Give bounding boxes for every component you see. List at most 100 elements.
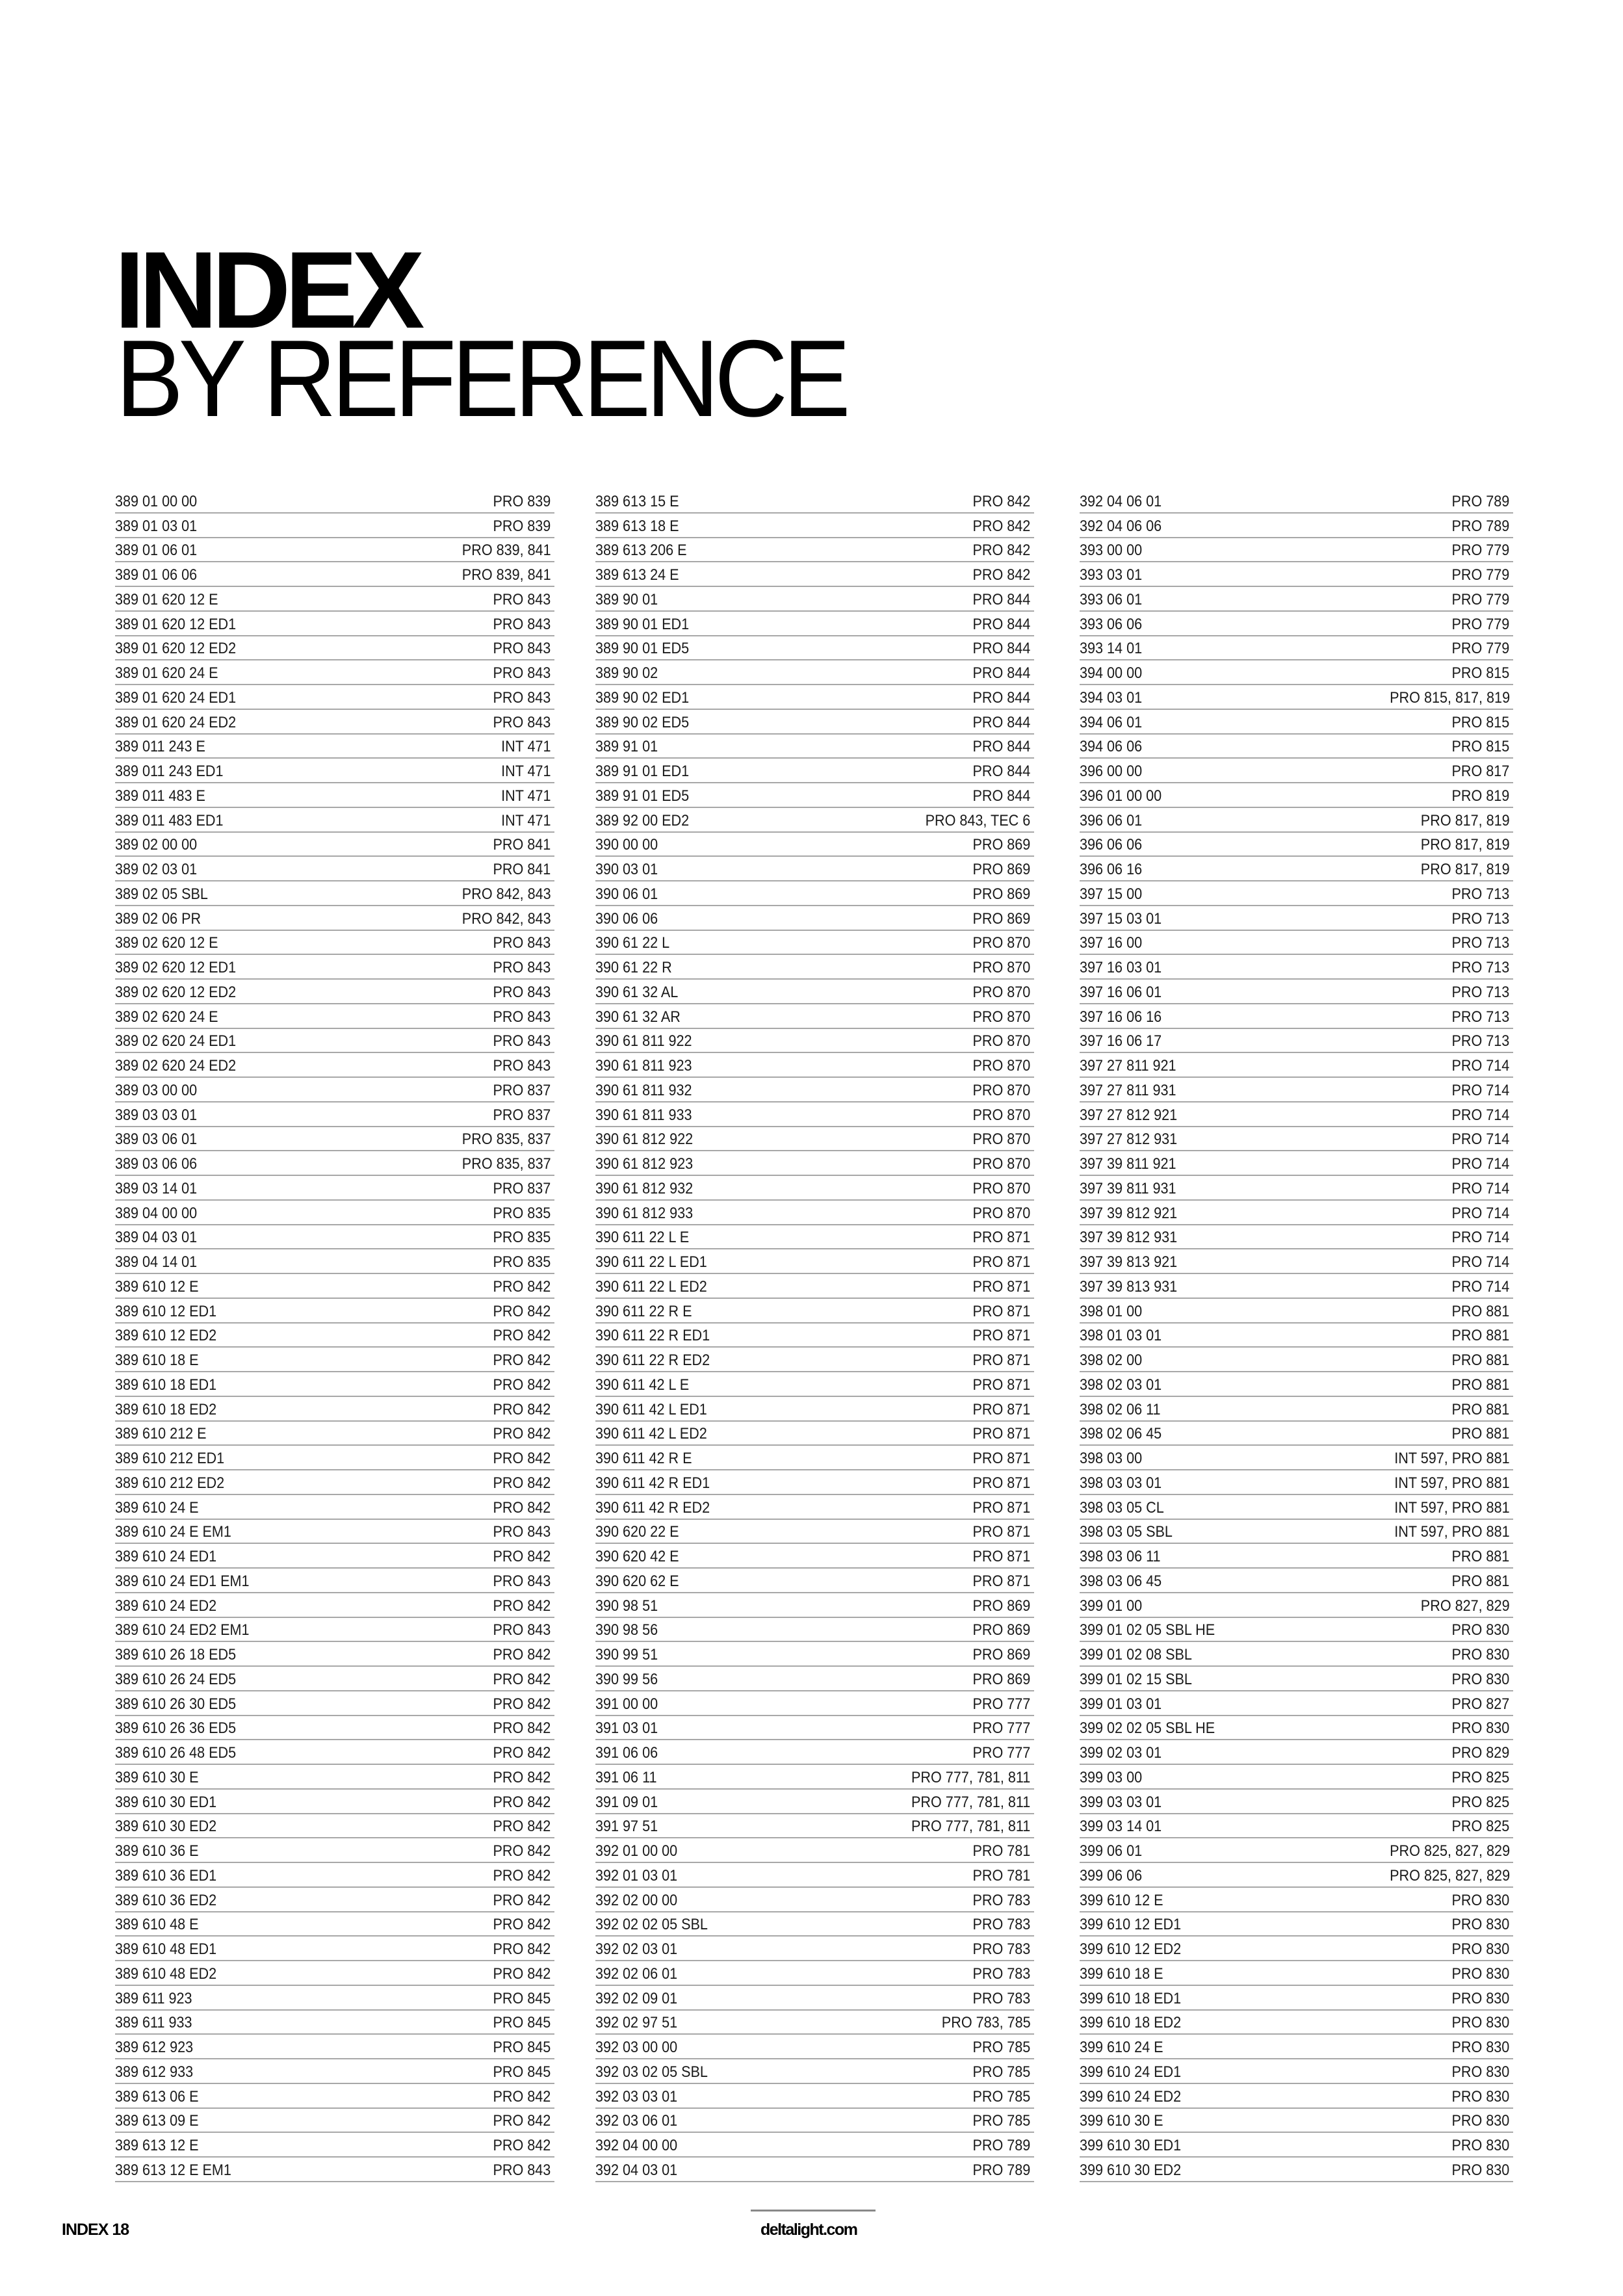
reference-code: 391 09 01 bbox=[595, 1793, 658, 1811]
index-row: 399 03 14 01 PRO 825 bbox=[1080, 1814, 1513, 1839]
reference-code: 389 02 06 PR bbox=[115, 909, 201, 928]
page-reference: PRO 825 bbox=[1451, 1768, 1510, 1786]
reference-code: 390 98 51 bbox=[595, 1597, 658, 1615]
page-reference: PRO 871 bbox=[972, 1400, 1031, 1418]
reference-code: 398 03 05 SBL bbox=[1080, 1523, 1173, 1541]
index-row: 397 39 811 921 PRO 714 bbox=[1080, 1151, 1513, 1176]
index-row: 390 99 56 PRO 869 bbox=[595, 1667, 1034, 1691]
page-reference: PRO 844 bbox=[972, 763, 1031, 780]
page-reference: PRO 815, 817, 819 bbox=[1389, 688, 1510, 707]
index-row: 389 613 15 E PRO 842 bbox=[595, 489, 1034, 514]
index-row: 392 01 03 01 PRO 781 bbox=[595, 1863, 1034, 1888]
page-reference: PRO 881 bbox=[1451, 1327, 1510, 1345]
reference-code: 399 610 24 ED2 bbox=[1080, 2087, 1182, 2106]
reference-code: 389 613 18 E bbox=[595, 517, 679, 535]
page-reference: PRO 845 bbox=[493, 2039, 551, 2056]
reference-code: 389 90 01 ED5 bbox=[595, 640, 690, 658]
reference-code: 390 611 42 R ED1 bbox=[595, 1474, 710, 1492]
page-reference: PRO 841 bbox=[493, 861, 551, 878]
index-row: 390 61 812 932 PRO 870 bbox=[595, 1176, 1034, 1201]
page-reference: INT 597, PRO 881 bbox=[1394, 1450, 1510, 1467]
index-row: 390 611 22 R ED1 PRO 871 bbox=[595, 1324, 1034, 1348]
page-reference: PRO 842 bbox=[493, 1866, 551, 1885]
page-reference: PRO 842 bbox=[493, 1940, 551, 1958]
index-row: 390 03 01 PRO 869 bbox=[595, 857, 1034, 881]
page-reference: PRO 783 bbox=[972, 1891, 1031, 1909]
reference-code: 390 99 56 bbox=[595, 1670, 658, 1688]
page-reference: PRO 714 bbox=[1451, 1179, 1510, 1197]
page-reference: PRO 777, 781, 811 bbox=[911, 1818, 1031, 1836]
page-reference: PRO 830 bbox=[1451, 2087, 1510, 2106]
reference-code: 389 01 620 12 ED2 bbox=[115, 640, 237, 658]
reference-code: 389 610 30 ED1 bbox=[115, 1793, 217, 1811]
page-reference: PRO 871 bbox=[972, 1425, 1031, 1443]
reference-code: 389 01 620 24 E bbox=[115, 664, 218, 682]
reference-code: 399 02 03 01 bbox=[1080, 1744, 1162, 1762]
index-row: 389 610 26 48 ED5 PRO 842 bbox=[115, 1740, 554, 1765]
page-reference: PRO 837 bbox=[493, 1179, 551, 1197]
index-row: 389 610 24 ED2 PRO 842 bbox=[115, 1593, 554, 1618]
index-row: 390 620 42 E PRO 871 bbox=[595, 1544, 1034, 1569]
index-row: 389 610 26 30 ED5 PRO 842 bbox=[115, 1691, 554, 1716]
reference-code: 389 011 483 E bbox=[115, 787, 205, 805]
page-reference: PRO 777, 781, 811 bbox=[911, 1793, 1031, 1811]
reference-code: 398 02 00 bbox=[1080, 1351, 1143, 1369]
page-reference: PRO 779 bbox=[1451, 615, 1510, 633]
index-row: 391 97 51 PRO 777, 781, 811 bbox=[595, 1814, 1034, 1839]
reference-code: 399 01 02 15 SBL bbox=[1080, 1670, 1192, 1688]
reference-code: 389 610 36 E bbox=[115, 1842, 199, 1860]
page-reference: PRO 829 bbox=[1451, 1744, 1510, 1762]
page-reference: PRO 789 bbox=[1451, 517, 1510, 535]
index-row: 389 91 01 PRO 844 bbox=[595, 735, 1034, 759]
page-reference: PRO 842 bbox=[493, 1425, 551, 1443]
page-reference: PRO 781 bbox=[972, 1866, 1031, 1885]
page-reference: PRO 845 bbox=[493, 2014, 551, 2032]
index-row: 389 02 05 SBL PRO 842, 843 bbox=[115, 881, 554, 906]
reference-code: 392 02 09 01 bbox=[595, 1989, 678, 2007]
page-reference: PRO 844 bbox=[972, 640, 1031, 658]
index-row: 399 06 01 PRO 825, 827, 829 bbox=[1080, 1838, 1513, 1863]
page-reference: PRO 779 bbox=[1451, 590, 1510, 608]
reference-code: 389 610 48 E bbox=[115, 1916, 199, 1934]
reference-code: 397 16 00 bbox=[1080, 934, 1143, 952]
index-row: 390 61 811 932 PRO 870 bbox=[595, 1078, 1034, 1102]
reference-code: 389 613 09 E bbox=[115, 2112, 199, 2130]
reference-code: 390 61 812 922 bbox=[595, 1130, 694, 1149]
page-reference: PRO 817, 819 bbox=[1420, 836, 1510, 854]
index-row: 397 39 812 931 PRO 714 bbox=[1080, 1225, 1513, 1250]
index-row: 389 011 243 E INT 471 bbox=[115, 735, 554, 759]
reference-code: 389 610 26 48 ED5 bbox=[115, 1744, 237, 1762]
index-row: 392 02 03 01 PRO 783 bbox=[595, 1937, 1034, 1961]
page-reference: PRO 870 bbox=[972, 983, 1031, 1001]
page-reference: PRO 815 bbox=[1451, 738, 1510, 756]
index-row: 392 04 06 06 PRO 789 bbox=[1080, 514, 1513, 538]
website-link[interactable]: deltalight.com bbox=[760, 2221, 858, 2239]
page-reference: PRO 870 bbox=[972, 959, 1031, 976]
reference-code: 392 01 00 00 bbox=[595, 1842, 678, 1860]
index-row: 390 00 00 PRO 869 bbox=[595, 833, 1034, 857]
page-reference: PRO 843 bbox=[493, 934, 551, 952]
index-row: 392 02 97 51 PRO 783, 785 bbox=[595, 2011, 1034, 2035]
index-row: 389 02 620 24 E PRO 843 bbox=[115, 1004, 554, 1029]
index-row: 389 610 24 ED1 PRO 842 bbox=[115, 1544, 554, 1569]
page-reference: PRO 843 bbox=[493, 688, 551, 707]
page-reference: PRO 777 bbox=[972, 1719, 1031, 1738]
index-row: 389 01 620 12 ED2 PRO 843 bbox=[115, 636, 554, 661]
index-row: 392 01 00 00 PRO 781 bbox=[595, 1838, 1034, 1863]
index-row: 389 01 06 06 PRO 839, 841 bbox=[115, 562, 554, 587]
reference-code: 389 91 01 ED5 bbox=[595, 787, 690, 805]
reference-code: 391 97 51 bbox=[595, 1818, 658, 1836]
page-reference: PRO 783 bbox=[972, 1964, 1031, 1983]
reference-code: 389 611 933 bbox=[115, 2014, 192, 2032]
reference-code: 390 61 32 AR bbox=[595, 1008, 681, 1026]
reference-code: 390 611 22 R ED1 bbox=[595, 1327, 710, 1345]
index-row: 390 611 42 L ED2 PRO 871 bbox=[595, 1422, 1034, 1446]
page-reference: PRO 842 bbox=[493, 1793, 551, 1811]
reference-code: 389 02 05 SBL bbox=[115, 885, 208, 903]
index-row: 397 39 813 931 PRO 714 bbox=[1080, 1274, 1513, 1299]
reference-code: 392 01 03 01 bbox=[595, 1866, 678, 1885]
reference-code: 389 01 06 01 bbox=[115, 541, 198, 560]
page-reference: PRO 871 bbox=[972, 1351, 1031, 1369]
reference-code: 389 91 01 ED1 bbox=[595, 763, 690, 780]
reference-code: 398 03 03 01 bbox=[1080, 1474, 1162, 1492]
